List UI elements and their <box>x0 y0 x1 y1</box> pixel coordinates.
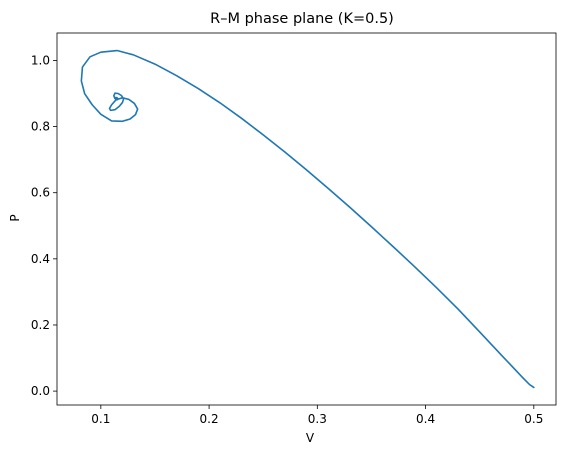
plot-background <box>57 33 556 405</box>
x-tick-label: 0.3 <box>308 412 327 426</box>
chart-title: R–M phase plane (K=0.5) <box>210 11 394 27</box>
y-tick-label: 0.0 <box>31 384 50 398</box>
y-axis: 0.0 0.2 0.4 0.6 0.8 1.0 <box>31 53 57 398</box>
series-layer <box>80 49 535 389</box>
y-tick-label: 0.6 <box>31 186 50 200</box>
y-tick-label: 0.8 <box>31 120 50 134</box>
plot-frame <box>56 32 557 406</box>
y-axis-label: P <box>8 214 22 221</box>
x-tick-label: 0.5 <box>524 412 543 426</box>
x-axis-label: V <box>306 431 315 445</box>
x-axis: 0.1 0.2 0.3 0.4 0.5 <box>91 405 543 426</box>
y-tick-label: 0.2 <box>31 318 50 332</box>
x-tick-label: 0.2 <box>200 412 219 426</box>
y-tick-label: 0.4 <box>31 252 50 266</box>
x-tick-label: 0.4 <box>416 412 435 426</box>
y-tick-label: 1.0 <box>31 53 50 67</box>
trajectory-line-0 <box>80 49 535 389</box>
plot-area <box>56 32 557 406</box>
x-tick-label: 0.1 <box>91 412 110 426</box>
